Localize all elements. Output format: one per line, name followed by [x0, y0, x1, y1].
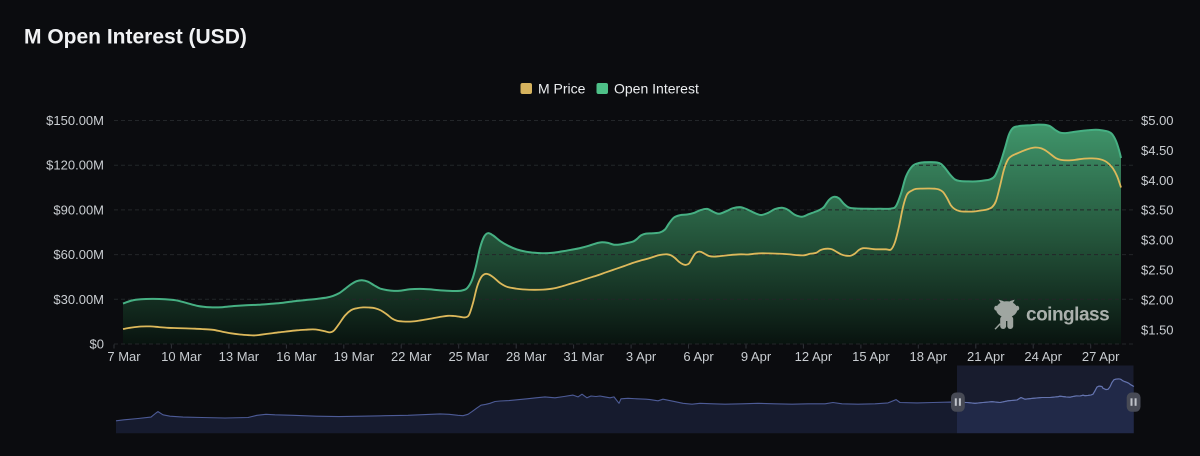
svg-text:coinglass: coinglass: [1026, 305, 1109, 326]
svg-text:$3.50: $3.50: [1141, 203, 1174, 218]
svg-text:16 Mar: 16 Mar: [276, 349, 317, 364]
svg-text:$0: $0: [90, 337, 104, 352]
svg-text:$5.00: $5.00: [1141, 113, 1174, 128]
svg-text:6 Apr: 6 Apr: [683, 349, 714, 364]
svg-text:18 Apr: 18 Apr: [910, 349, 948, 364]
svg-text:9 Apr: 9 Apr: [741, 349, 772, 364]
svg-text:$3.00: $3.00: [1141, 233, 1174, 248]
svg-text:$90.00M: $90.00M: [53, 202, 104, 217]
svg-text:Open Interest: Open Interest: [614, 81, 699, 97]
svg-text:31 Mar: 31 Mar: [563, 349, 604, 364]
svg-text:3 Apr: 3 Apr: [626, 349, 657, 364]
svg-text:$2.50: $2.50: [1141, 263, 1174, 278]
svg-text:M Open Interest (USD): M Open Interest (USD): [24, 26, 247, 49]
svg-text:28 Mar: 28 Mar: [506, 349, 547, 364]
svg-text:$4.00: $4.00: [1141, 173, 1174, 188]
svg-text:$4.50: $4.50: [1141, 143, 1174, 158]
svg-text:$2.00: $2.00: [1141, 292, 1174, 307]
svg-text:15 Apr: 15 Apr: [852, 349, 890, 364]
svg-text:25 Mar: 25 Mar: [448, 349, 489, 364]
svg-text:13 Mar: 13 Mar: [219, 349, 260, 364]
svg-text:27 Apr: 27 Apr: [1082, 349, 1120, 364]
svg-text:12 Apr: 12 Apr: [795, 349, 833, 364]
svg-text:7 Mar: 7 Mar: [107, 349, 141, 364]
svg-text:$1.50: $1.50: [1141, 322, 1174, 337]
svg-text:$60.00M: $60.00M: [53, 247, 104, 262]
svg-text:$30.00M: $30.00M: [53, 292, 104, 307]
svg-text:M Price: M Price: [538, 81, 586, 97]
svg-text:24 Apr: 24 Apr: [1024, 349, 1062, 364]
svg-text:$120.00M: $120.00M: [46, 158, 104, 173]
svg-text:10 Mar: 10 Mar: [161, 349, 202, 364]
svg-text:21 Apr: 21 Apr: [967, 349, 1005, 364]
svg-text:$150.00M: $150.00M: [46, 113, 104, 128]
svg-text:22 Mar: 22 Mar: [391, 349, 432, 364]
svg-text:19 Mar: 19 Mar: [334, 349, 375, 364]
